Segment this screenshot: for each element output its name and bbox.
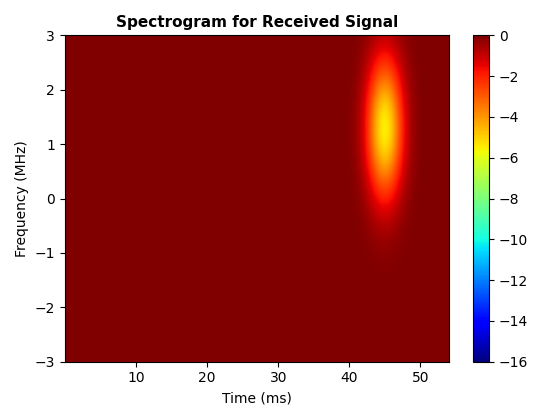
Title: Spectrogram for Received Signal: Spectrogram for Received Signal: [116, 15, 398, 30]
Y-axis label: Frequency (MHz): Frequency (MHz): [15, 140, 29, 257]
X-axis label: Time (ms): Time (ms): [222, 391, 292, 405]
